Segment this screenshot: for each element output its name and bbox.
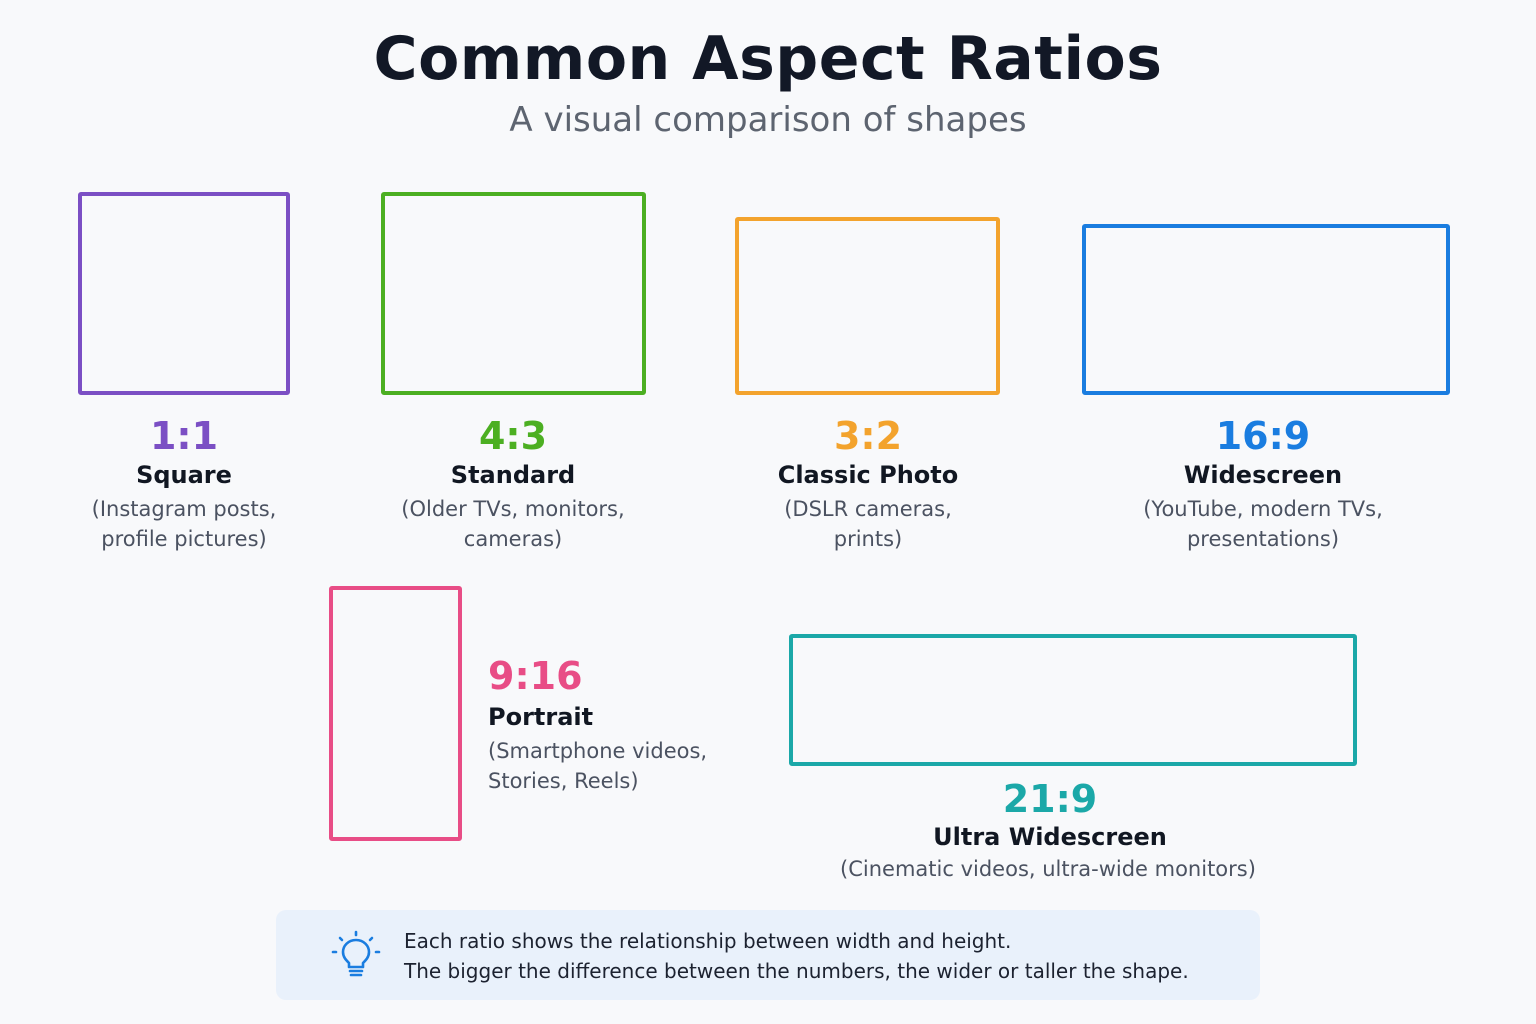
- ratio-standard-desc-1: (Older TVs, monitors,: [401, 497, 625, 521]
- ratio-square-name: Square: [136, 461, 232, 489]
- ratio-classic-photo-shape: [735, 217, 1000, 395]
- ratio-portrait-desc-1: (Smartphone videos,: [488, 739, 708, 763]
- ratio-ultra-widescreen-shape: [789, 634, 1357, 766]
- tip-box: Each ratio shows the relationship betwee…: [276, 910, 1260, 1000]
- ratio-standard-shape: [381, 192, 646, 395]
- ratio-standard-value: 4:3: [478, 414, 548, 458]
- tip-line-2: The bigger the difference between the nu…: [404, 959, 1189, 983]
- ratio-classic-photo-value: 3:2: [833, 414, 903, 458]
- ratio-square-shape: [78, 192, 290, 395]
- page-title: Common Aspect Ratios: [373, 24, 1163, 94]
- ratio-square-value: 1:1: [149, 414, 219, 458]
- ratio-portrait-value: 9:16: [488, 654, 583, 698]
- ratio-ultra-widescreen-value: 21:9: [1002, 777, 1098, 821]
- ratio-classic-photo-desc-1: (DSLR cameras,: [784, 497, 952, 521]
- tip-line-1: Each ratio shows the relationship betwee…: [404, 929, 1012, 953]
- ratio-ultra-widescreen-desc-1: (Cinematic videos, ultra-wide monitors): [840, 857, 1256, 881]
- lightbulb-icon: [331, 930, 381, 977]
- page-subtitle: A visual comparison of shapes: [509, 100, 1027, 140]
- ratio-classic-photo-name: Classic Photo: [777, 461, 959, 489]
- ratio-widescreen-value: 16:9: [1215, 414, 1311, 458]
- ratio-square-desc-2: profile pictures): [101, 527, 267, 551]
- ratio-widescreen-desc-2: presentations): [1186, 527, 1340, 551]
- ratio-widescreen-name: Widescreen: [1183, 461, 1343, 489]
- ratio-standard-desc-2: cameras): [463, 527, 563, 551]
- ratio-square-desc-1: (Instagram posts,: [91, 497, 277, 521]
- ratio-classic-photo-desc-2: prints): [833, 527, 903, 551]
- ratio-portrait-name: Portrait: [488, 703, 594, 731]
- ratio-standard-name: Standard: [450, 461, 576, 489]
- ratio-widescreen-desc-1: (YouTube, modern TVs,: [1143, 497, 1383, 521]
- ratio-widescreen-shape: [1082, 224, 1450, 395]
- ratio-portrait-shape: [329, 586, 462, 841]
- ratio-portrait-desc-2: Stories, Reels): [488, 769, 639, 793]
- ratio-ultra-widescreen-name: Ultra Widescreen: [933, 823, 1167, 851]
